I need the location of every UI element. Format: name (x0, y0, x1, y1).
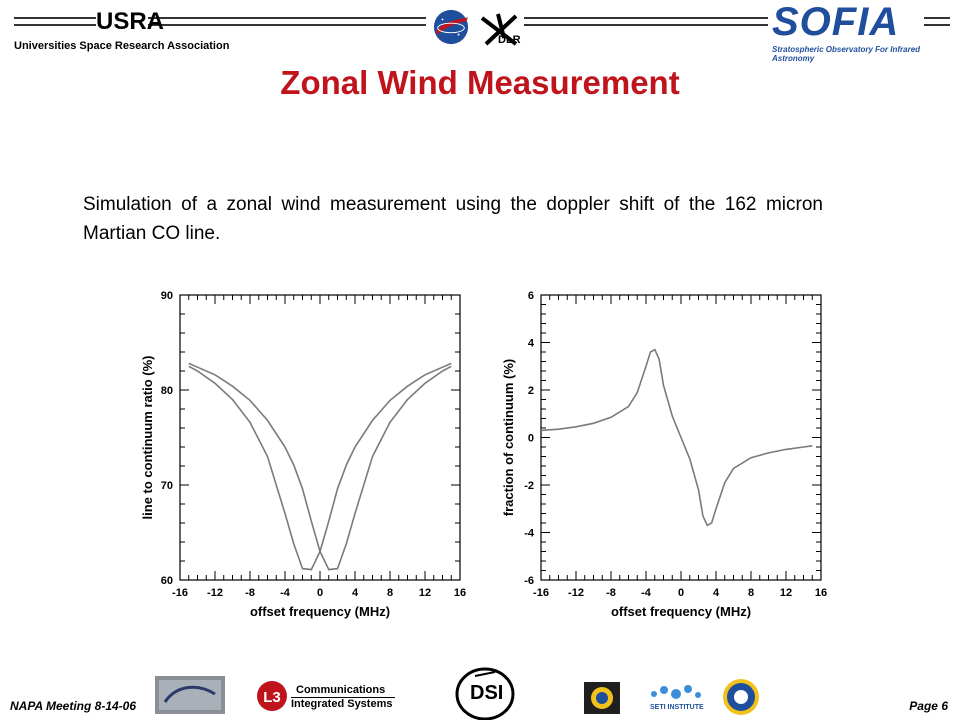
x-tick-label: -4 (641, 587, 652, 599)
y-tick-label: -4 (524, 528, 535, 540)
y-tick-label: -6 (524, 575, 534, 587)
university-seal-icon (584, 682, 620, 714)
dsi-logo-icon (455, 667, 515, 720)
organization-name: Universities Space Research Association (14, 40, 230, 52)
l3-communications-label: Communications (296, 684, 386, 696)
x-tick-label: 16 (454, 587, 466, 599)
x-tick-label: -16 (533, 587, 549, 599)
y-tick-label: -2 (524, 480, 534, 492)
svg-text:L3: L3 (263, 689, 281, 706)
l3-integrated-systems-label: Integrated Systems (291, 698, 393, 710)
x-tick-label: 4 (352, 587, 359, 599)
seti-label: SETI INSTITUTE (650, 704, 704, 711)
intro-text: Simulation of a zonal wind measurement u… (83, 194, 823, 244)
header-rule-far-right (924, 17, 950, 26)
dsi-label: DSI (470, 682, 504, 704)
x-tick-label: -12 (568, 587, 584, 599)
y-axis-label: line to continuum ratio (%) (140, 356, 155, 520)
usra-logo: USRA (96, 8, 165, 35)
nasa-logo-icon (433, 9, 469, 45)
line-ratio-chart: -16 -12 -8 -4 0 4 8 12 16 60 70 80 90 offset frequenc… (140, 290, 466, 619)
page-title: Zonal Wind Measurement (280, 64, 680, 101)
l3-divider (291, 697, 395, 698)
x-tick-label: -16 (172, 587, 188, 599)
footer-page-number: Page 6 (909, 699, 948, 713)
x-tick-label: -8 (606, 587, 616, 599)
x-tick-label: 8 (387, 587, 393, 599)
series-line-1 (540, 348, 813, 527)
l3-logo-icon: L3 (257, 681, 287, 711)
header-rule-middle (148, 17, 426, 26)
x-axis-label: offset frequency (MHz) (611, 604, 751, 619)
plot-frame (179, 294, 461, 581)
ames-logo-icon (155, 676, 225, 714)
x-tick-label: 16 (815, 587, 827, 599)
x-tick-label: 4 (713, 587, 720, 599)
x-tick-label: 12 (419, 587, 431, 599)
y-tick-label: 2 (528, 385, 534, 397)
x-tick-label: 8 (748, 587, 754, 599)
y-tick-label: 80 (161, 385, 173, 397)
fraction-continuum-chart: -16 -12 -8 -4 0 4 8 12 16 -6 -4 -2 0 2 4 6 offset freque… (501, 290, 827, 619)
seti-logo-icon (651, 685, 701, 699)
y-tick-label: 0 (528, 433, 534, 445)
x-tick-label: -12 (207, 587, 223, 599)
naval-seal-icon (723, 679, 759, 715)
header-rule-right (524, 17, 768, 26)
y-tick-label: 70 (161, 480, 173, 492)
y-tick-label: 6 (528, 290, 534, 302)
dlr-logo-icon (480, 13, 518, 46)
x-tick-label: -8 (245, 587, 255, 599)
header-rule-left (14, 17, 96, 26)
x-tick-label: 0 (678, 587, 684, 599)
y-tick-label: 60 (161, 575, 173, 587)
x-tick-label: 0 (317, 587, 323, 599)
series-line-2 (188, 362, 452, 571)
x-tick-label: 12 (780, 587, 792, 599)
y-axis-label: fraction of continuum (%) (501, 359, 516, 516)
footer-meeting-label: NAPA Meeting 8-14-06 (10, 699, 137, 713)
sofia-tagline: Stratospheric Observatory For Infrared A… (772, 45, 921, 63)
x-axis-label: offset frequency (MHz) (250, 604, 390, 619)
dlr-label: DLR (498, 34, 521, 46)
y-tick-label: 4 (528, 338, 535, 350)
y-tick-label: 90 (161, 290, 173, 302)
x-tick-label: -4 (280, 587, 291, 599)
sofia-logo: SOFIA (772, 0, 900, 44)
